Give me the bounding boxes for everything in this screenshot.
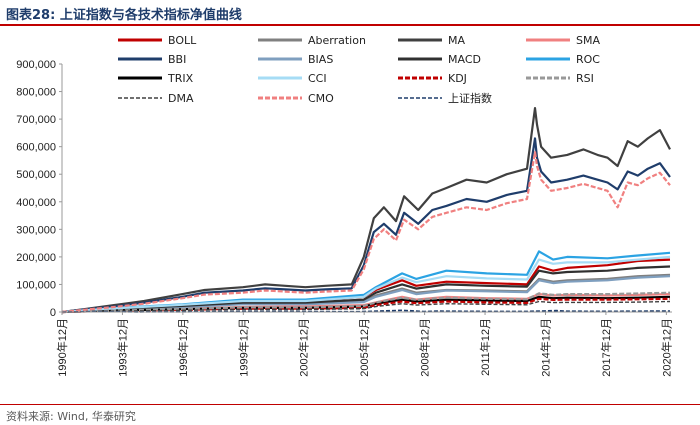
legend-label: TRIX xyxy=(167,72,194,85)
x-tick-label: 1999年12月 xyxy=(236,318,250,377)
legend-label: BIAS xyxy=(308,53,333,66)
x-tick-label: 2020年12月 xyxy=(659,318,673,377)
series-line xyxy=(61,151,671,314)
figure-header: 图表28: 上证指数与各技术指标净值曲线 xyxy=(0,0,700,26)
y-tick-label: 100,000 xyxy=(16,279,56,291)
y-tick-label: 700,000 xyxy=(16,114,56,126)
series-line xyxy=(61,300,671,313)
y-tick-label: 300,000 xyxy=(16,224,56,236)
x-tick-label: 1993年12月 xyxy=(115,318,129,377)
plot-area xyxy=(61,106,671,314)
series-line xyxy=(61,297,671,314)
legend-label: Aberration xyxy=(308,34,366,47)
x-tick-label: 1996年12月 xyxy=(176,318,190,377)
series-line xyxy=(61,275,671,314)
legend-label: SMA xyxy=(576,34,600,47)
x-tick-label: 1990年12月 xyxy=(55,318,69,377)
x-tick-label: 2011年12月 xyxy=(478,318,492,376)
legend-label: 上证指数 xyxy=(448,91,492,105)
legend-label: MACD xyxy=(448,53,481,66)
legend-label: KDJ xyxy=(448,72,467,85)
legend-label: BBI xyxy=(168,53,186,66)
series-line xyxy=(61,106,671,314)
x-tick-label: 2014年12月 xyxy=(538,318,552,377)
y-tick-label: 900,000 xyxy=(16,59,56,71)
series-line xyxy=(61,137,671,314)
series-line xyxy=(61,265,671,314)
series-line xyxy=(61,291,671,314)
footer-rule xyxy=(0,404,700,405)
x-tick-label: 2017年12月 xyxy=(599,318,613,377)
legend-label: BOLL xyxy=(168,34,197,47)
legend: BOLL Aberration MA SMA BBI BIAS MACD ROC TRIX CCI… xyxy=(118,34,600,105)
legend-label: CCI xyxy=(308,72,327,85)
source-note: 资料来源: Wind, 华泰研究 xyxy=(6,410,136,423)
series-line xyxy=(61,250,671,314)
legend-label: ROC xyxy=(576,53,600,66)
legend-label: CMO xyxy=(308,92,334,105)
legend-label: DMA xyxy=(168,92,194,105)
x-axis: 1990年12月 1993年12月 1996年12月 1999年12月 2002年12月… xyxy=(55,311,673,377)
y-axis: 0 100,000 200,000 300,000 400,000 500,000 600,… xyxy=(16,59,63,319)
line-chart: 0 100,000 200,000 300,000 400,000 500,000 600,… xyxy=(16,34,673,377)
y-tick-label: 800,000 xyxy=(16,87,56,99)
x-tick-label: 2002年12月 xyxy=(297,318,311,377)
x-tick-label: 2005年12月 xyxy=(357,318,371,377)
y-tick-label: 600,000 xyxy=(16,142,56,154)
y-tick-label: 500,000 xyxy=(16,169,56,181)
legend-label: MA xyxy=(448,34,465,47)
x-tick-label: 2008年12月 xyxy=(418,318,432,377)
y-tick-label: 200,000 xyxy=(16,252,56,264)
series-line xyxy=(61,255,671,314)
header-rule xyxy=(0,24,700,26)
y-tick-label: 400,000 xyxy=(16,197,56,209)
legend-label: RSI xyxy=(576,72,594,85)
y-tick-label: 0 xyxy=(50,307,56,319)
figure-title: 图表28: 上证指数与各技术指标净值曲线 xyxy=(6,8,242,23)
